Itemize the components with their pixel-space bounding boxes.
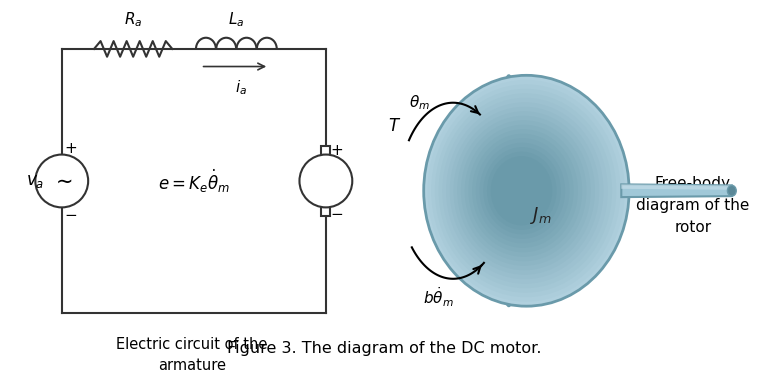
Polygon shape — [621, 184, 731, 190]
Ellipse shape — [468, 129, 578, 252]
Ellipse shape — [427, 80, 625, 302]
Text: +: + — [64, 141, 77, 156]
Ellipse shape — [464, 125, 582, 257]
Text: $-$: $-$ — [330, 205, 343, 220]
Text: $T$: $T$ — [388, 117, 401, 135]
Ellipse shape — [487, 152, 557, 230]
Circle shape — [300, 155, 353, 207]
Text: $L_a$: $L_a$ — [228, 11, 245, 29]
Ellipse shape — [454, 111, 595, 270]
Bar — [321, 146, 330, 155]
Ellipse shape — [450, 107, 599, 275]
Bar — [321, 207, 330, 216]
Text: Electric circuit of the
armature: Electric circuit of the armature — [116, 337, 267, 372]
Text: Figure 3. The diagram of the DC motor.: Figure 3. The diagram of the DC motor. — [227, 341, 542, 356]
Polygon shape — [621, 184, 731, 197]
Text: $-$: $-$ — [64, 206, 77, 221]
Ellipse shape — [490, 156, 552, 225]
Ellipse shape — [480, 142, 565, 239]
Text: $i_a$: $i_a$ — [236, 78, 247, 97]
Ellipse shape — [476, 138, 569, 243]
Text: $v_a$: $v_a$ — [26, 172, 44, 190]
Ellipse shape — [484, 147, 561, 234]
Ellipse shape — [728, 185, 736, 196]
Circle shape — [35, 155, 89, 207]
Ellipse shape — [442, 98, 608, 284]
Text: $\sim$: $\sim$ — [51, 171, 72, 191]
Ellipse shape — [498, 75, 520, 306]
Text: $J_m$: $J_m$ — [531, 205, 552, 226]
Ellipse shape — [457, 116, 591, 266]
Text: $R_a$: $R_a$ — [124, 11, 142, 29]
Ellipse shape — [439, 93, 612, 288]
Ellipse shape — [424, 75, 629, 306]
Text: +: + — [330, 143, 343, 158]
Ellipse shape — [446, 102, 604, 279]
Ellipse shape — [472, 134, 574, 248]
Text: $\theta_m$: $\theta_m$ — [409, 94, 430, 112]
Text: $b\dot{\theta}_m$: $b\dot{\theta}_m$ — [424, 285, 454, 309]
Ellipse shape — [431, 84, 621, 297]
Text: Free-body
diagram of the
rotor: Free-body diagram of the rotor — [636, 176, 749, 235]
Ellipse shape — [435, 89, 616, 293]
Ellipse shape — [461, 120, 587, 261]
Text: $e = K_e\dot{\theta}_m$: $e = K_e\dot{\theta}_m$ — [158, 168, 230, 195]
